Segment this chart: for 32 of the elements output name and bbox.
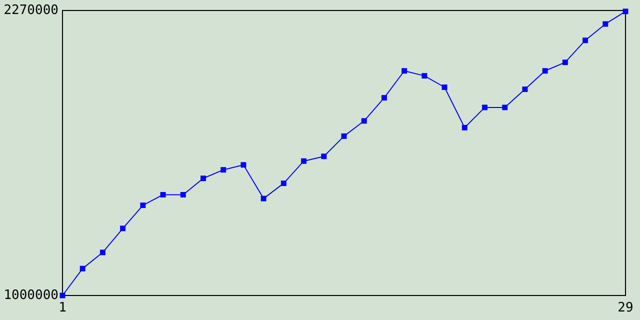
y-tick-label: 1000000 bbox=[4, 288, 58, 304]
point bbox=[200, 176, 206, 182]
point bbox=[80, 266, 86, 272]
point bbox=[562, 60, 568, 66]
point bbox=[341, 133, 347, 139]
point bbox=[542, 68, 548, 74]
point bbox=[602, 21, 608, 27]
point bbox=[361, 118, 367, 124]
x-tick-label: 29 bbox=[618, 300, 634, 316]
point bbox=[422, 73, 428, 79]
point bbox=[582, 38, 588, 44]
point bbox=[442, 84, 448, 90]
point bbox=[321, 154, 327, 160]
point bbox=[240, 162, 246, 168]
point bbox=[220, 167, 226, 173]
point bbox=[260, 196, 266, 202]
y-tick-label: 2270000 bbox=[4, 3, 58, 18]
point bbox=[180, 192, 186, 198]
point bbox=[622, 8, 628, 14]
point bbox=[280, 180, 286, 186]
point bbox=[482, 104, 488, 110]
point bbox=[140, 202, 146, 208]
x-tick-label: 1 bbox=[58, 300, 66, 316]
point bbox=[160, 192, 166, 198]
point bbox=[502, 104, 508, 110]
point bbox=[381, 95, 387, 101]
point bbox=[522, 86, 528, 92]
point bbox=[120, 226, 126, 232]
point bbox=[462, 124, 468, 130]
point bbox=[100, 250, 106, 256]
point bbox=[301, 158, 307, 164]
point bbox=[402, 68, 408, 74]
